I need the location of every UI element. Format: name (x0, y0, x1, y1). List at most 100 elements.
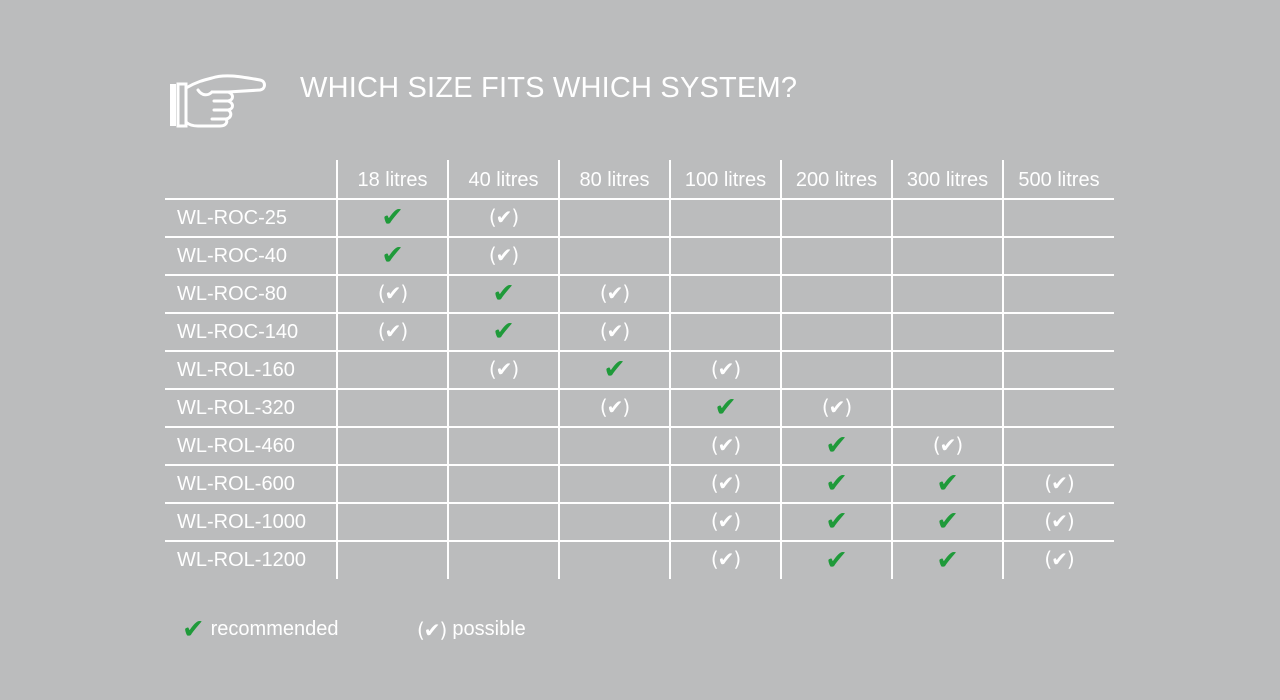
table-cell (669, 275, 781, 313)
check-icon: ✔ (381, 202, 404, 233)
table-cell: (✔) (447, 199, 559, 237)
table-cell (891, 237, 1003, 275)
row-label: WL-ROL-160 (177, 358, 295, 381)
row-label: WL-ROL-320 (177, 396, 295, 419)
legend-recommended-label: recommended (210, 618, 339, 640)
column-header: 100 litres (669, 160, 781, 199)
table-cell: (✔) (558, 389, 670, 427)
table-cell: (✔) (780, 389, 892, 427)
check-in-parentheses-icon: (✔) (599, 318, 630, 343)
table-cell (447, 427, 559, 465)
table-cell: (✔) (447, 237, 559, 275)
corner-cell (165, 160, 337, 199)
legend-possible: (✔) possible (417, 618, 526, 642)
column-header: 200 litres (780, 160, 892, 199)
table-cell (336, 465, 448, 503)
table-cell: (✔) (558, 313, 670, 351)
row-label: WL-ROC-25 (177, 206, 288, 229)
table-cell (1002, 313, 1114, 351)
compatibility-table: 18 litres 40 litres 80 litres 100 litres… (165, 160, 1114, 579)
check-in-parentheses-icon: (✔) (599, 394, 630, 419)
check-in-parentheses-icon: (✔) (488, 356, 519, 381)
table-cell (558, 237, 670, 275)
table-cell (669, 199, 781, 237)
check-in-parentheses-icon: (✔) (417, 617, 447, 642)
check-icon: ✔ (825, 468, 848, 499)
table-cell: ✔ (891, 503, 1003, 541)
check-in-parentheses-icon: (✔) (710, 508, 741, 533)
table-cell: (✔) (1002, 503, 1114, 541)
check-in-parentheses-icon: (✔) (1044, 470, 1074, 495)
table-row: WL-ROL-160 (✔) ✔ (✔) (165, 351, 1114, 389)
table-row: WL-ROC-40 ✔ (✔) (165, 237, 1114, 275)
table-cell (336, 427, 448, 465)
check-icon: ✔ (936, 544, 959, 576)
row-label: WL-ROC-140 (177, 320, 299, 343)
check-icon: ✔ (714, 392, 737, 423)
check-in-parentheses-icon: (✔) (821, 394, 852, 419)
table-cell (1002, 237, 1114, 275)
check-in-parentheses-icon: (✔) (710, 470, 741, 495)
table-cell (558, 541, 670, 579)
table-cell (558, 427, 670, 465)
row-label: WL-ROC-40 (177, 244, 288, 267)
check-in-parentheses-icon: (✔) (1044, 547, 1074, 571)
table-cell: (✔) (891, 427, 1003, 465)
table-cell (1002, 427, 1114, 465)
table-cell (780, 313, 892, 351)
table-cell: ✔ (891, 541, 1003, 579)
table-cell (447, 503, 559, 541)
table-cell (1002, 351, 1114, 389)
table-cell: ✔ (336, 237, 448, 275)
check-icon: ✔ (825, 544, 848, 576)
table-cell: (✔) (669, 465, 781, 503)
check-in-parentheses-icon: (✔) (932, 432, 963, 457)
table-row: WL-ROL-600 (✔) ✔ ✔ (✔) (165, 465, 1114, 503)
table-cell (780, 351, 892, 389)
table-cell (1002, 389, 1114, 427)
table-cell: ✔ (669, 389, 781, 427)
table-cell (447, 541, 559, 579)
check-icon: ✔ (936, 468, 959, 499)
table-cell (891, 199, 1003, 237)
column-header: 300 litres (891, 160, 1003, 199)
table-cell: ✔ (336, 199, 448, 237)
table-body: WL-ROC-25 ✔ (✔) WL-ROC-40 ✔ (✔) WL-ROC-80 (✔) ✔ (… (165, 199, 1114, 579)
table-row: WL-ROL-320 (✔) ✔ (✔) (165, 389, 1114, 427)
table-cell (558, 199, 670, 237)
check-icon: ✔ (492, 316, 515, 347)
column-header: 40 litres (447, 160, 559, 199)
row-label: WL-ROL-1200 (177, 549, 306, 571)
check-in-parentheses-icon: (✔) (710, 547, 741, 571)
table-cell (891, 275, 1003, 313)
table-row: WL-ROL-1200 (✔) ✔ ✔ (✔) (165, 541, 1114, 579)
table-cell (558, 465, 670, 503)
table-cell: ✔ (780, 503, 892, 541)
table-cell: ✔ (780, 465, 892, 503)
table-cell: ✔ (447, 313, 559, 351)
row-label: WL-ROL-460 (177, 434, 295, 457)
page-title: WHICH SIZE FITS WHICH SYSTEM? (300, 72, 798, 104)
check-in-parentheses-icon: (✔) (377, 280, 408, 305)
table-cell: (✔) (336, 313, 448, 351)
table-cell (669, 237, 781, 275)
table-cell: (✔) (669, 503, 781, 541)
table-cell (891, 389, 1003, 427)
table-cell (336, 503, 448, 541)
table-cell (669, 313, 781, 351)
table-cell: (✔) (447, 351, 559, 389)
check-icon: ✔ (182, 614, 205, 645)
table-cell (1002, 199, 1114, 237)
table-row: WL-ROC-25 ✔ (✔) (165, 199, 1114, 237)
column-header: 80 litres (558, 160, 670, 199)
check-icon: ✔ (825, 506, 848, 537)
column-header: 500 litres (1002, 160, 1114, 199)
table-cell: (✔) (1002, 541, 1114, 579)
table-cell (336, 351, 448, 389)
table-cell: (✔) (558, 275, 670, 313)
table-row: WL-ROL-1000 (✔) ✔ ✔ (✔) (165, 503, 1114, 541)
check-in-parentheses-icon: (✔) (599, 280, 630, 305)
check-in-parentheses-icon: (✔) (1044, 508, 1074, 533)
table-cell: ✔ (780, 541, 892, 579)
check-in-parentheses-icon: (✔) (710, 432, 741, 457)
